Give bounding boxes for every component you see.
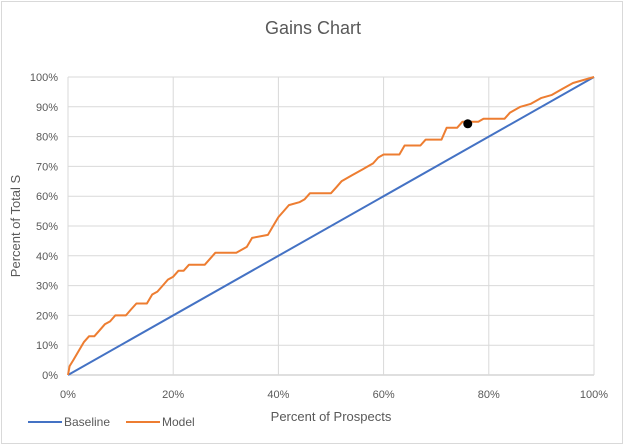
y-tick-label: 80% [36, 132, 58, 144]
gridlines [67, 76, 595, 376]
y-tick-label: 50% [36, 221, 58, 233]
y-tick-label: 0% [42, 370, 58, 382]
x-axis-ticks: 0% 20% 40% 60% 80% 100% [60, 389, 608, 401]
y-tick-label: 60% [36, 191, 58, 203]
x-tick-label: 100% [580, 389, 608, 401]
series-group [67, 76, 595, 376]
x-tick-label: 0% [60, 389, 76, 401]
x-tick-label: 20% [162, 389, 184, 401]
series-line-baseline [67, 76, 595, 376]
y-tick-label: 100% [30, 72, 58, 84]
y-axis-ticks: 0% 10% 20% 30% 40% 50% 60% 70% 80% 90% 100% [30, 72, 58, 382]
x-tick-label: 80% [478, 389, 500, 401]
y-tick-label: 70% [36, 161, 58, 173]
x-tick-label: 60% [373, 389, 395, 401]
y-tick-label: 40% [36, 251, 58, 263]
y-tick-label: 30% [36, 281, 58, 293]
legend-label: Model [162, 415, 195, 429]
x-tick-label: 40% [267, 389, 289, 401]
y-tick-label: 20% [36, 310, 58, 322]
legend-label: Baseline [64, 415, 110, 429]
legend: Baseline Model [28, 415, 195, 429]
y-axis-title: Percent of Total S [8, 174, 23, 277]
y-tick-label: 10% [36, 340, 58, 352]
y-tick-label: 90% [36, 102, 58, 114]
chart-title: Gains Chart [265, 18, 361, 38]
highlight-marker [463, 119, 473, 129]
x-axis-title: Percent of Prospects [271, 409, 392, 424]
